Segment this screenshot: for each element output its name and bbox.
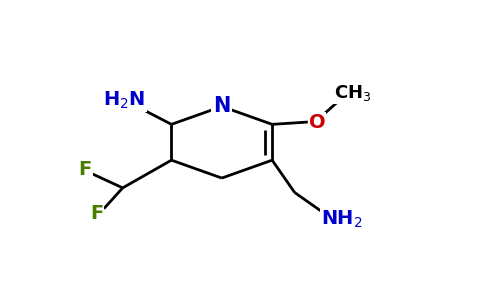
- Text: F: F: [78, 160, 92, 179]
- Text: N: N: [213, 97, 230, 116]
- Text: F: F: [90, 204, 103, 223]
- Text: NH$_2$: NH$_2$: [321, 208, 363, 230]
- Text: CH$_3$: CH$_3$: [334, 83, 372, 103]
- Text: O: O: [309, 112, 325, 131]
- Text: H$_2$N: H$_2$N: [104, 89, 146, 111]
